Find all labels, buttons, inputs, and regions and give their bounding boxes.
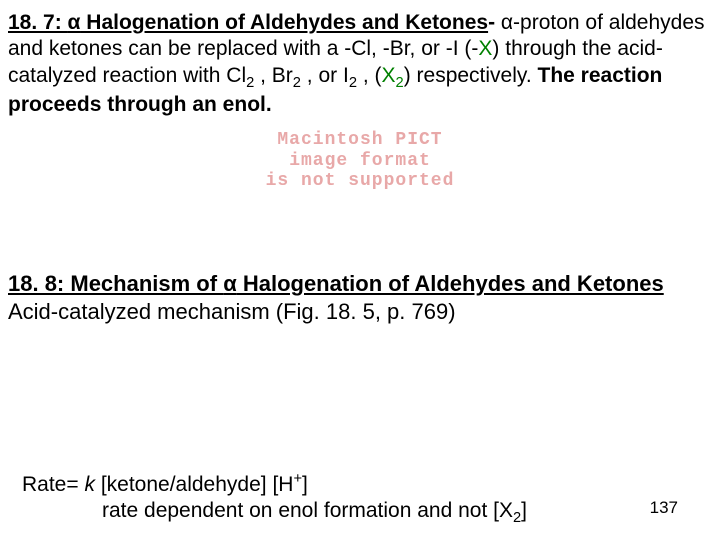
sec187-title: Halogenation of Aldehydes and Ketones	[80, 11, 488, 34]
sec187-alpha: α	[68, 11, 81, 34]
rate-k: k	[84, 473, 100, 496]
rate-line2a: rate dependent on enol formation and not…	[102, 499, 513, 522]
sec187-alpha2: α	[501, 11, 513, 34]
pict-line2: image format	[0, 151, 720, 172]
rate-line2end: ]	[521, 499, 527, 522]
sec187-text6: ) respectively.	[404, 64, 538, 87]
sec188-alpha: α	[223, 271, 237, 296]
section-18-7: 18. 7: α Halogenation of Aldehydes and K…	[8, 10, 708, 118]
pict-line1: Macintosh PICT	[0, 130, 720, 151]
sec187-text5: , (	[357, 64, 382, 87]
section-18-8: 18. 8: Mechanism of α Halogenation of Al…	[8, 270, 718, 325]
pict-placeholder: Macintosh PICT image format is not suppo…	[0, 130, 720, 192]
rate-expression: Rate= k [ketone/aldehyde] [H+] rate depe…	[22, 470, 662, 528]
sec187-sub2c: 2	[349, 75, 357, 91]
sec187-label: 18. 7:	[8, 11, 68, 34]
rate-line2sub: 2	[513, 510, 521, 526]
sec187-dash: -	[488, 11, 501, 34]
sec187-sub2d: 2	[396, 75, 404, 91]
sec187-text3: , Br	[254, 64, 293, 87]
pict-line3: is not supported	[0, 171, 720, 192]
sec187-text4: , or I	[301, 64, 349, 87]
rate-sup: +	[293, 471, 302, 487]
sec187-sub2b: 2	[293, 75, 301, 91]
sec188-body: Acid-catalyzed mechanism (Fig. 18. 5, p.…	[8, 299, 456, 324]
sec188-label: 18. 8: Mechanism of	[8, 271, 223, 296]
rate-prefix: Rate=	[22, 473, 84, 496]
rate-br1: [ketone/aldehyde] [H	[101, 473, 294, 496]
sec187-x2: X	[382, 64, 396, 87]
page-number: 137	[650, 498, 678, 518]
rate-br1end: ]	[302, 473, 308, 496]
sec188-title: Halogenation of Aldehydes and Ketones	[237, 271, 664, 296]
sec187-x1: X	[478, 37, 492, 60]
